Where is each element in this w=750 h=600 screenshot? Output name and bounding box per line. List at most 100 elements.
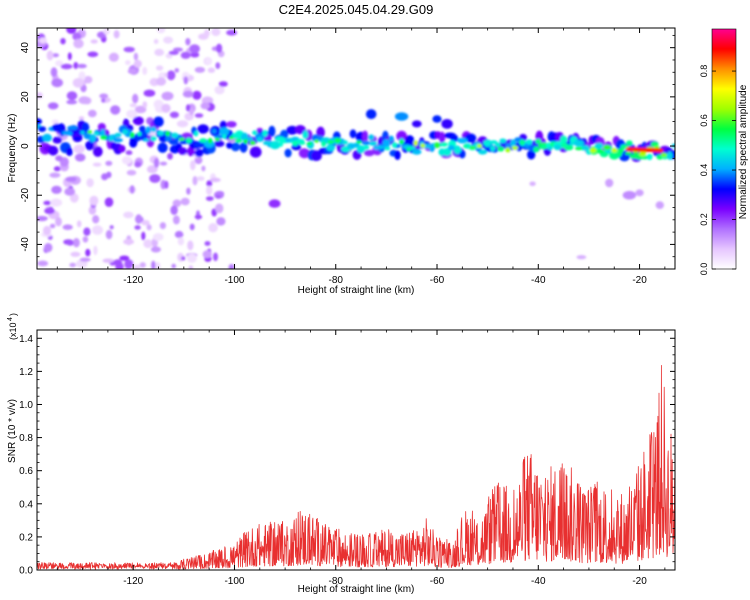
snr-x-label: Height of straight line (km) [298,584,415,595]
noise-blob [110,105,121,115]
band-core [413,140,418,147]
band-blob [439,131,446,144]
band-blob [363,149,375,157]
band-blob [361,140,371,145]
noise-blob [159,161,168,166]
band-blob [42,133,52,142]
noise-blob [192,90,202,100]
noise-blob [205,196,214,202]
noise-blob [76,220,82,228]
noise-blob [125,60,131,66]
noise-blob [529,181,536,187]
band-blob [178,147,188,155]
noise-blob [161,91,174,101]
band-core [533,146,540,153]
band-core [156,130,165,136]
noise-blob [216,43,223,53]
colorbar-tick-label: 0.4 [699,164,709,177]
band-blob [394,150,401,160]
band-blob [264,134,272,143]
band-blob [412,149,422,155]
noise-blob [69,193,79,203]
noise-blob [126,109,138,119]
band-blob [129,139,138,148]
band-blob [650,141,659,147]
x-tick-label: -80 [329,576,344,587]
snr-frame [36,329,676,571]
noise-blob [180,51,191,59]
spectrogram-x-axis: -120 -100 -80 -60 -40 -20 [56,28,666,286]
feature-blob [635,189,644,197]
y-tick-label: 0 [20,143,31,149]
noise-blob [113,30,120,39]
noise-blob [173,47,183,52]
spectrogram-panel: -120 -100 -80 -60 -40 -20 -40 -20 0 20 40 Height … [7,27,676,296]
noise-blob [87,51,99,58]
band-core [455,147,462,153]
band-core [406,147,412,152]
feature-blob [655,201,664,210]
colorbar-label: Normalized spectral amplitude [738,84,749,219]
noise-blob [109,225,114,230]
band-core [165,131,171,137]
band-core [122,129,129,135]
noise-blob [182,71,190,79]
noise-blob [226,29,238,36]
band-core [143,138,150,142]
spectrogram-y-axis: -40 -20 0 20 40 [20,34,675,270]
band-core [349,144,355,149]
band-core [178,137,185,141]
noise-blob [189,107,194,116]
noise-blob [132,93,139,104]
band-blob [37,118,43,125]
y-tick-label: -20 [20,188,31,203]
band-core [93,131,100,136]
band-blob [535,138,542,145]
noise-blob [60,38,66,45]
colorbar-frame [711,28,737,270]
band-blob [495,142,501,148]
noise-blob [92,215,100,224]
noise-blob [204,29,210,37]
band-blob [478,149,488,155]
band-blob [51,123,63,132]
x-tick-label: -60 [430,576,445,587]
noise-blob [37,215,48,222]
snr-series-line [37,364,675,570]
feature-blob [441,119,453,129]
noise-blob [53,166,61,172]
noise-blob [86,178,94,188]
noise-blob [143,239,153,249]
noise-blob [200,102,210,110]
snr-y-multiplier-close: ) [8,313,18,316]
noise-blob [207,67,216,73]
y-tick-label: 0.8 [19,433,33,444]
band-blob [241,132,249,141]
band-peak [656,148,664,153]
band-blob [92,146,103,157]
band-blob [459,149,466,159]
band-core [87,130,93,134]
band-blob [311,150,322,161]
noise-blob [164,180,169,189]
feature-blob [622,190,637,200]
noise-blob [47,102,59,110]
band-core [639,150,647,157]
band-core [321,141,326,147]
band-blob [62,130,73,136]
noise-blob [82,236,89,243]
noise-blob [194,66,206,73]
snr-y-multiplier-base: (x10 [8,322,18,340]
band-blob [157,142,168,153]
noise-blob [43,225,51,236]
noise-blob [77,63,87,69]
noise-blob [134,161,142,168]
colorbar-axis: 0.0 0.2 0.4 0.6 0.8 [699,65,736,275]
band-blob [368,134,375,141]
noise-blob [182,90,194,98]
band-core [661,152,667,157]
noise-blob [51,119,59,125]
noise-blob [123,46,135,53]
band-core [399,140,404,144]
x-tick-label: -100 [224,275,244,286]
